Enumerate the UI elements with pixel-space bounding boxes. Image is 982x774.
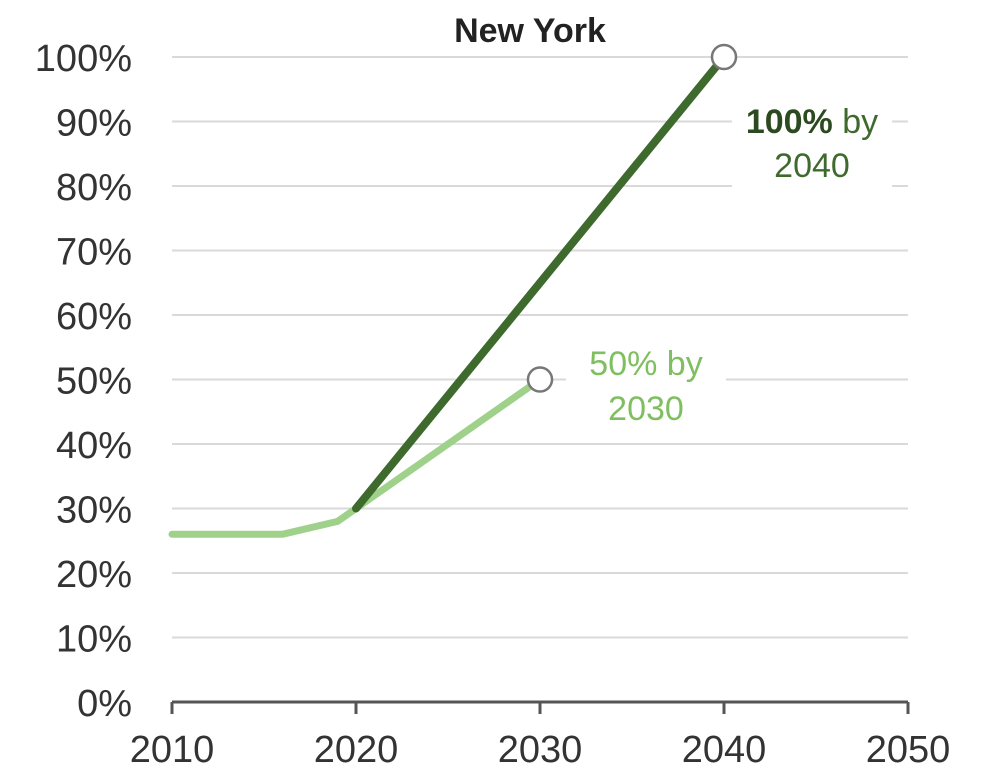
annotation-bold-value: 100% xyxy=(746,103,833,141)
annotation-line-2: 2040 xyxy=(774,147,850,185)
annotation-rest: by xyxy=(833,103,878,141)
annotations: 100% by 2040 50% by 2030 xyxy=(566,101,892,439)
annotation-label: 50% by 2030 xyxy=(566,343,726,439)
chart-title: New York xyxy=(454,12,606,50)
y-tick-label: 10% xyxy=(56,619,132,661)
x-tick-label: 2020 xyxy=(314,729,399,771)
annotation-line-1: 50% by xyxy=(589,345,702,383)
y-tick-label: 50% xyxy=(56,361,132,403)
y-tick-label: 0% xyxy=(77,683,132,725)
annotation-background xyxy=(732,101,892,197)
y-tick-label: 90% xyxy=(56,103,132,145)
annotation-label: 100% by 2040 xyxy=(732,101,892,197)
series-lines xyxy=(168,43,738,538)
y-tick-label: 100% xyxy=(35,38,132,80)
annotation-line-1: 100% by xyxy=(746,103,878,141)
x-tick-label: 2030 xyxy=(498,729,583,771)
y-tick-label: 30% xyxy=(56,490,132,532)
annotation-line-2: 2030 xyxy=(608,390,684,428)
gridlines xyxy=(172,56,908,639)
series-endpoint-marker xyxy=(710,43,738,71)
series-line xyxy=(168,376,544,538)
y-tick-label: 70% xyxy=(56,232,132,274)
y-tick-label: 80% xyxy=(56,167,132,209)
y-tick-label: 40% xyxy=(56,425,132,467)
x-tick-label: 2040 xyxy=(682,729,767,771)
series-endpoint-marker xyxy=(526,366,554,393)
x-tick-label: 2050 xyxy=(866,729,951,771)
annotation-background xyxy=(566,343,726,439)
x-tick-label: 2010 xyxy=(130,729,215,771)
series-line xyxy=(352,53,728,513)
y-tick-label: 20% xyxy=(56,554,132,596)
y-tick-label: 60% xyxy=(56,296,132,338)
annotation-rest: 50% by xyxy=(589,345,702,383)
axes: 0% 10% 20% 30% 40% 50% 60% 70% 80% 90% 100% 2010 202… xyxy=(35,38,950,771)
